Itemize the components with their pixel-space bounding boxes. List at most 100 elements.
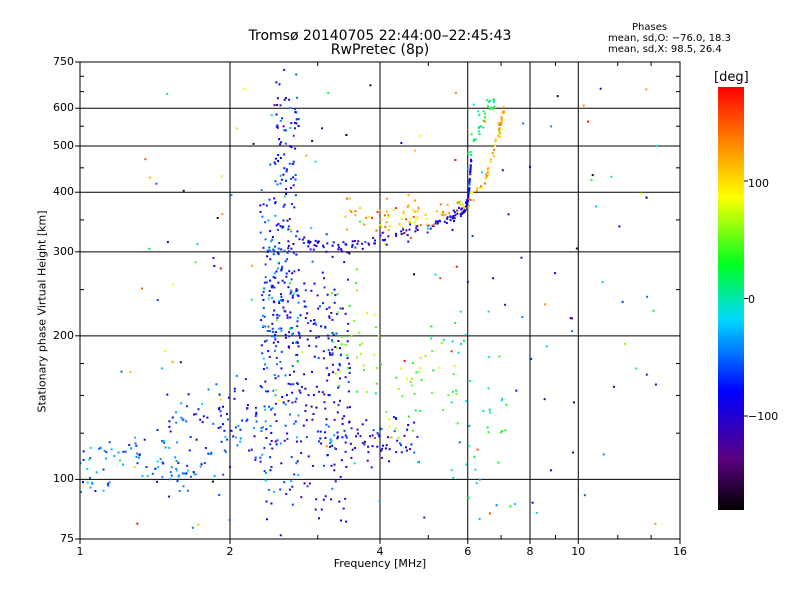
data-point — [430, 325, 433, 328]
data-point — [331, 363, 334, 366]
data-point — [82, 450, 85, 453]
trace-point — [426, 217, 429, 220]
data-point — [273, 249, 276, 252]
data-point — [279, 442, 282, 445]
noise-point — [369, 84, 372, 87]
data-point — [455, 389, 458, 392]
data-point — [128, 444, 131, 446]
noise-point — [314, 160, 317, 163]
data-point — [319, 430, 322, 433]
data-point — [282, 401, 285, 404]
trace-point — [498, 128, 501, 131]
data-point — [296, 342, 299, 345]
noise-point — [311, 140, 314, 142]
trace-point — [341, 250, 344, 253]
data-point — [279, 174, 282, 177]
noise-point — [136, 522, 139, 525]
data-point — [263, 287, 266, 290]
trace-point — [471, 191, 474, 194]
trace-point — [456, 212, 459, 215]
data-point — [290, 480, 293, 483]
data-point — [424, 355, 427, 357]
trace-point — [488, 99, 491, 102]
noise-point — [489, 512, 491, 515]
data-point — [371, 445, 374, 448]
data-point — [298, 389, 301, 392]
data-point — [273, 309, 276, 312]
data-point — [284, 403, 287, 406]
data-point — [416, 435, 419, 438]
trace-point — [470, 133, 473, 136]
data-point — [271, 330, 274, 333]
data-point — [264, 408, 266, 411]
data-point — [296, 230, 299, 233]
data-point — [374, 392, 377, 395]
noise-point — [268, 326, 271, 329]
data-point — [293, 270, 296, 273]
trace-point — [413, 221, 416, 224]
data-point — [234, 426, 237, 429]
data-point — [280, 178, 283, 181]
data-point — [269, 163, 272, 166]
data-point — [82, 458, 85, 461]
data-point — [340, 459, 343, 462]
data-point — [297, 301, 300, 304]
data-point — [373, 353, 376, 356]
data-point — [338, 500, 341, 503]
noise-point — [645, 373, 648, 376]
trace-point — [456, 210, 459, 213]
noise-point — [243, 87, 246, 90]
data-point — [465, 400, 468, 403]
data-point — [296, 118, 299, 121]
data-point — [379, 224, 382, 227]
data-point — [102, 489, 105, 492]
trace-point — [453, 220, 455, 222]
data-point — [413, 451, 416, 454]
data-point — [353, 320, 356, 322]
data-point — [331, 340, 334, 343]
data-point — [412, 208, 414, 211]
data-point — [274, 180, 277, 183]
noise-point — [571, 330, 574, 333]
data-point — [290, 456, 293, 458]
data-point — [295, 253, 298, 256]
trace-point — [457, 201, 460, 204]
data-point — [341, 417, 344, 420]
data-point — [297, 345, 300, 348]
data-point — [297, 118, 300, 121]
data-point — [262, 357, 265, 360]
trace-point — [498, 123, 501, 126]
data-point — [288, 218, 291, 221]
data-point — [452, 390, 455, 393]
data-point — [331, 353, 334, 356]
data-point — [289, 316, 292, 319]
data-point — [291, 342, 294, 344]
data-point — [95, 471, 98, 474]
data-point — [380, 363, 382, 366]
data-point — [233, 387, 236, 390]
data-point — [336, 431, 339, 434]
data-point — [260, 189, 263, 192]
trace-point — [408, 228, 411, 231]
noise-point — [466, 280, 469, 283]
data-point — [201, 421, 204, 424]
noise-point — [219, 398, 222, 401]
noise-point — [346, 197, 348, 200]
trace-point — [478, 133, 481, 136]
axis-ticks — [75, 61, 681, 544]
trace-point — [460, 208, 463, 211]
data-point — [108, 481, 111, 484]
data-point — [270, 502, 273, 505]
data-point — [259, 231, 262, 234]
data-point — [383, 214, 386, 217]
data-point — [220, 414, 222, 417]
data-point — [295, 288, 298, 291]
noise-point — [144, 158, 147, 161]
data-point — [450, 401, 453, 404]
trace-point — [364, 241, 367, 244]
data-point — [122, 450, 125, 453]
data-point — [385, 221, 388, 224]
data-point — [218, 493, 221, 496]
data-point — [277, 261, 280, 264]
data-point — [119, 459, 121, 462]
